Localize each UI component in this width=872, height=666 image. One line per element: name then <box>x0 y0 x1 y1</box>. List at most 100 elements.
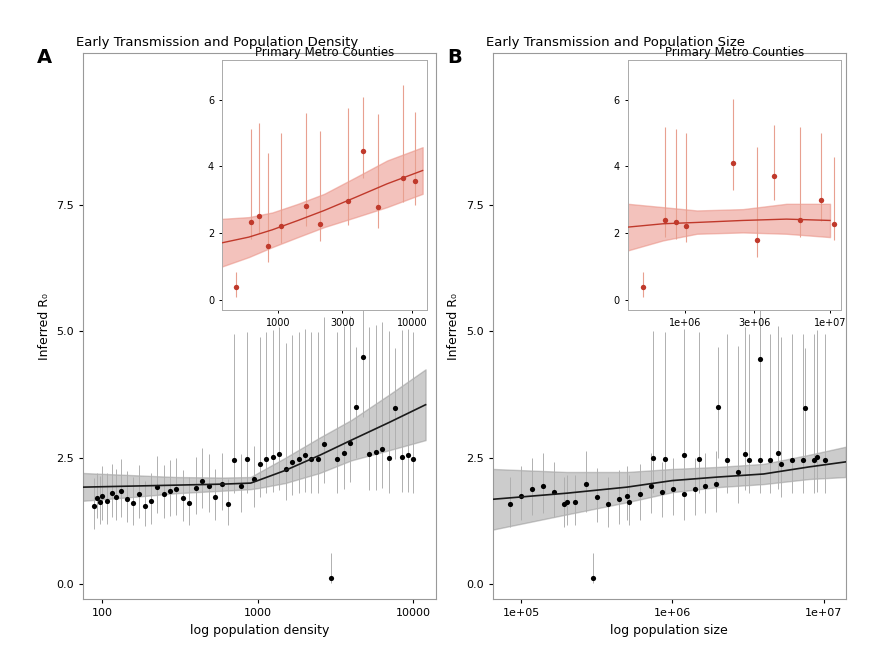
Point <box>655 487 669 498</box>
Point <box>666 484 680 494</box>
Point <box>771 448 785 458</box>
Point <box>240 454 254 464</box>
Point <box>182 498 196 509</box>
Point <box>535 480 549 491</box>
Point <box>720 455 734 466</box>
Point <box>304 454 318 464</box>
Point <box>317 438 331 449</box>
Point <box>807 455 821 466</box>
Point <box>767 170 781 181</box>
Point <box>408 176 422 187</box>
Point <box>371 202 385 212</box>
X-axis label: log population size: log population size <box>610 624 728 637</box>
Point <box>298 450 312 461</box>
Point <box>343 438 357 448</box>
Point <box>579 479 593 490</box>
Point <box>669 217 683 228</box>
Text: Early Transmission and Population Size: Early Transmission and Population Size <box>486 37 745 49</box>
Point <box>253 459 267 470</box>
Point <box>601 499 615 509</box>
Point <box>247 474 261 484</box>
Point <box>100 496 114 506</box>
Point <box>86 501 100 511</box>
Y-axis label: Inferred R₀: Inferred R₀ <box>37 293 51 360</box>
Point <box>95 490 109 501</box>
Point <box>569 497 582 507</box>
Point <box>138 501 152 511</box>
Point <box>711 402 725 412</box>
Point <box>356 352 370 362</box>
Point <box>692 454 706 464</box>
Point <box>658 454 672 464</box>
Point <box>341 196 355 206</box>
Point <box>547 487 561 498</box>
Point <box>503 499 517 509</box>
Point <box>229 282 243 292</box>
Point <box>397 172 411 183</box>
Point <box>90 493 104 503</box>
Point <box>753 455 766 466</box>
Point <box>244 217 258 228</box>
Point <box>375 444 389 454</box>
Point <box>731 467 745 478</box>
Point <box>753 354 767 364</box>
Text: B: B <box>446 48 461 67</box>
Point <box>738 448 752 459</box>
Point <box>350 402 364 412</box>
Point <box>201 480 215 491</box>
Point <box>215 479 228 490</box>
Point <box>814 195 828 206</box>
Point <box>818 455 832 466</box>
Point <box>763 455 777 466</box>
Point <box>291 454 305 464</box>
Point <box>677 489 691 500</box>
Point <box>679 220 693 231</box>
Point <box>750 235 764 246</box>
Point <box>611 494 625 505</box>
Point <box>633 489 647 500</box>
Point <box>272 448 286 459</box>
Point <box>253 210 267 221</box>
Point <box>105 488 119 499</box>
Point <box>785 455 799 466</box>
Point <box>114 486 128 496</box>
Point <box>163 486 177 496</box>
Point <box>92 497 106 507</box>
Point <box>369 446 383 457</box>
Point <box>356 145 370 156</box>
Point <box>261 240 275 251</box>
Point <box>176 493 190 503</box>
Point <box>586 573 600 583</box>
Point <box>234 480 248 491</box>
Text: Early Transmission and Population Density: Early Transmission and Population Densit… <box>76 37 358 49</box>
Point <box>742 455 756 466</box>
Point <box>382 452 396 463</box>
Point <box>406 454 420 464</box>
Point <box>363 448 377 459</box>
Point <box>560 497 574 507</box>
Point <box>144 496 158 506</box>
Point <box>126 498 140 509</box>
Point <box>189 483 203 494</box>
Point <box>266 452 280 462</box>
Point <box>208 492 222 503</box>
Point <box>514 490 528 501</box>
Point <box>678 450 691 461</box>
Point <box>644 480 658 491</box>
Point <box>279 464 293 474</box>
Point <box>330 454 344 464</box>
Point <box>401 450 415 461</box>
Point <box>557 499 571 509</box>
X-axis label: log population density: log population density <box>190 624 329 637</box>
Point <box>623 497 637 507</box>
Point <box>698 480 712 491</box>
Point <box>337 448 351 458</box>
Point <box>311 454 325 464</box>
Point <box>687 484 701 494</box>
Point <box>285 456 299 467</box>
Point <box>275 220 289 231</box>
Y-axis label: Inferred R₀: Inferred R₀ <box>447 293 460 360</box>
Point <box>195 476 209 486</box>
Point <box>132 489 146 500</box>
Point <box>525 484 539 494</box>
